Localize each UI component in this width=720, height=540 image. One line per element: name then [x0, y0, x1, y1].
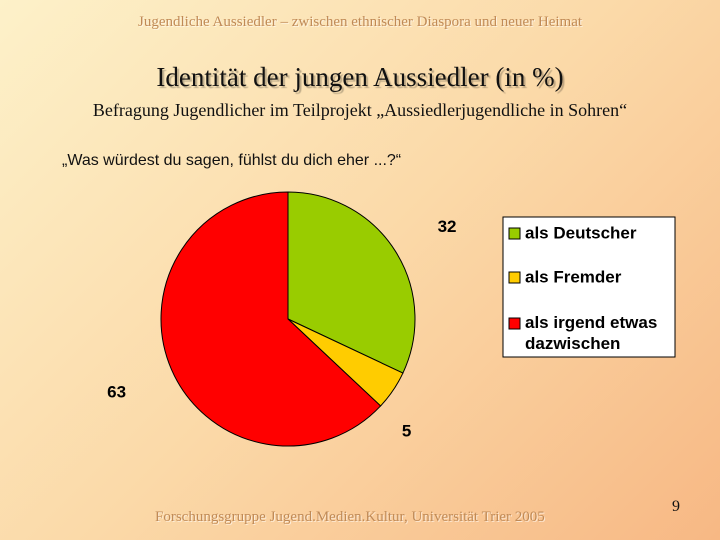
slide-title: Identität der jungen Aussiedler (in %) — [156, 62, 564, 92]
data-label-als-irgend-etwas-dazwischen: 63 — [107, 382, 126, 401]
chart-legend — [502, 216, 676, 358]
pie-slice-als-irgend-etwas-dazwischen — [160, 191, 382, 447]
pie-slice-als-deutscher — [287, 191, 416, 374]
legend-label-als-deutscher: als Deutscher — [525, 223, 637, 242]
slide-footer: Forschungsgruppe Jugend.Medien.Kultur, U… — [155, 509, 545, 525]
legend-swatch-als-fremder — [508, 271, 521, 284]
page-number: 9 — [672, 498, 680, 515]
legend-swatch-als-irgend-etwas-dazwischen — [508, 317, 521, 330]
legend-label-als-irgend-etwas-dazwischen: als irgend etwas dazwischen — [525, 313, 657, 353]
data-label-als-deutscher: 32 — [438, 217, 457, 236]
slide-subtitle: Befragung Jugendlicher im Teilprojekt „A… — [92, 100, 628, 120]
legend-label-als-fremder: als Fremder — [525, 267, 622, 286]
slide-header: Jugendliche Aussiedler – zwischen ethnis… — [137, 14, 583, 30]
legend-swatch-als-deutscher — [508, 227, 521, 240]
survey-question: „Was würdest du sagen, fühlst du dich eh… — [62, 152, 402, 169]
data-label-als-fremder: 5 — [402, 422, 411, 441]
